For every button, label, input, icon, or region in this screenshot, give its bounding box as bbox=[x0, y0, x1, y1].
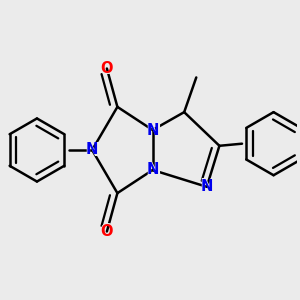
Text: N: N bbox=[199, 177, 215, 196]
Text: N: N bbox=[86, 142, 98, 158]
Text: N: N bbox=[201, 179, 213, 194]
Text: N: N bbox=[145, 121, 161, 140]
Text: N: N bbox=[146, 163, 159, 178]
Text: N: N bbox=[84, 140, 100, 160]
Text: N: N bbox=[145, 160, 161, 179]
Text: O: O bbox=[99, 222, 115, 241]
Text: O: O bbox=[100, 224, 113, 239]
Text: O: O bbox=[99, 59, 115, 78]
Text: N: N bbox=[146, 122, 159, 137]
Text: O: O bbox=[100, 61, 113, 76]
